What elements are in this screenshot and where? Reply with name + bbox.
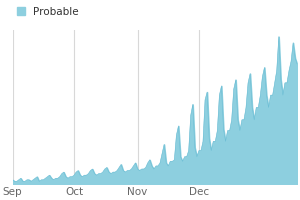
Legend: Probable: Probable: [13, 3, 83, 21]
